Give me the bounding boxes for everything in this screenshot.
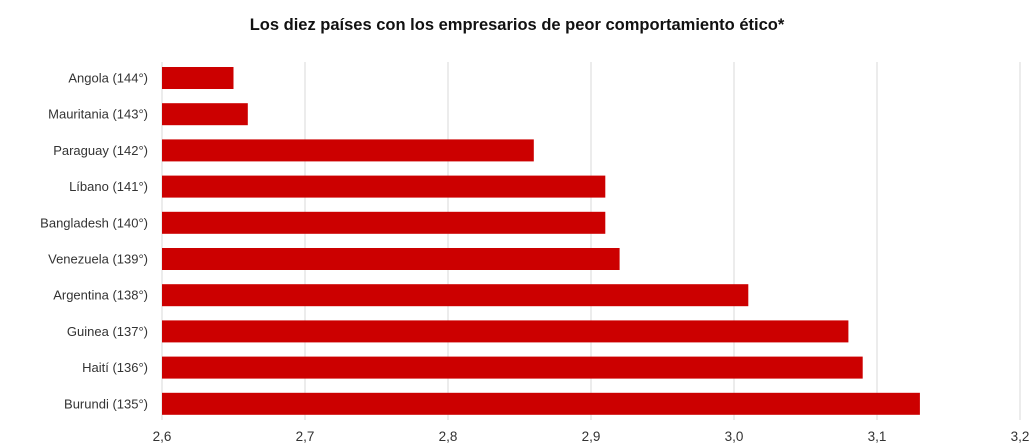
x-tick-label: 3,2 [1011, 429, 1030, 444]
x-tick-label: 3,1 [868, 429, 887, 444]
category-label: Líbano (141°) [69, 179, 148, 194]
x-tick-label: 2,7 [296, 429, 315, 444]
x-tick-label: 3,0 [725, 429, 744, 444]
x-tick-label: 2,6 [153, 429, 172, 444]
category-label: Guinea (137°) [67, 324, 148, 339]
category-label: Bangladesh (140°) [40, 215, 148, 230]
bar [162, 139, 534, 162]
x-tick-label: 2,8 [439, 429, 458, 444]
bar [162, 211, 606, 234]
x-tick-label: 2,9 [582, 429, 601, 444]
category-label: Venezuela (139°) [48, 252, 148, 267]
bar [162, 356, 863, 379]
bar [162, 284, 749, 307]
category-label: Burundi (135°) [64, 396, 148, 411]
bar [162, 248, 620, 270]
bar [162, 320, 849, 343]
bar [162, 103, 248, 126]
bar [162, 175, 606, 198]
chart-title: Los diez países con los empresarios de p… [249, 16, 785, 34]
category-label: Argentina (138°) [53, 288, 148, 303]
bar [162, 67, 234, 89]
bar [162, 392, 920, 415]
category-label: Paraguay (142°) [53, 143, 148, 158]
category-label: Angola (144°) [68, 71, 148, 86]
category-label: Haití (136°) [82, 360, 148, 375]
category-label: Mauritania (143°) [48, 107, 148, 122]
